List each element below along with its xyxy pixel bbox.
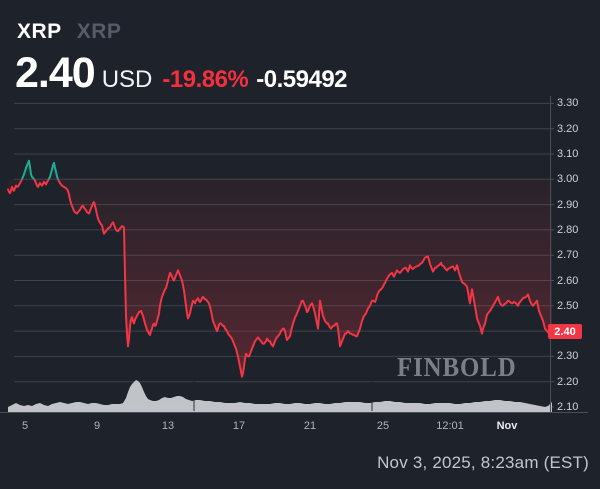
price-row: 2.40 USD -19.86% -0.59492 [15,49,348,97]
x-axis-tick-label: 13 [161,420,175,432]
y-axis-tick-label: 3.10 [557,148,579,160]
volume-histogram [8,380,552,412]
y-axis-tick-label: 2.60 [557,274,579,287]
y-axis-tick-label: 2.80 [557,223,579,236]
y-axis-tick-label: 3.00 [557,173,579,186]
y-axis-tick-label: 2.20 [557,375,579,388]
ticker-symbol: XRP [17,20,62,43]
x-axis-tick-label: Nov [496,420,518,432]
ticker-row: XRP XRP [17,20,121,44]
y-axis-tick-label: 3.20 [557,122,579,135]
chart-timestamp: Nov 3, 2025, 8:23am (EST) [377,453,589,472]
x-axis-tick-label: 12:01 [436,420,464,432]
current-price-badge: 2.40 [548,324,582,339]
y-axis-tick-label: 2.50 [557,299,579,312]
x-axis-tick-label: 5 [21,420,29,432]
y-axis-tick-label: 2.30 [557,350,579,363]
x-axis-tick-label: 25 [376,420,390,432]
ticker-symbol-secondary: XRP [76,20,122,43]
y-axis-tick-label: 2.10 [557,401,579,413]
y-axis-tick-label: 2.70 [557,249,579,262]
price-currency: USD [101,66,153,93]
x-axis-tick-label: 17 [232,420,246,432]
price-change-percent: -19.86% [162,66,249,93]
price-line-down [7,179,553,378]
y-axis-tick-label: 2.90 [557,198,579,211]
price-value: 2.40 [15,49,96,97]
current-price-badge-label: 2.40 [554,325,576,338]
price-change-value: -0.59492 [256,66,348,93]
price-area-fill-below-baseline [8,179,552,377]
y-axis-tick-label: 3.30 [557,97,579,110]
x-axis-tick-label: 9 [93,420,101,432]
x-axis-tick-label: 21 [303,420,317,432]
finbold-watermark: FINBOLD [397,352,517,382]
